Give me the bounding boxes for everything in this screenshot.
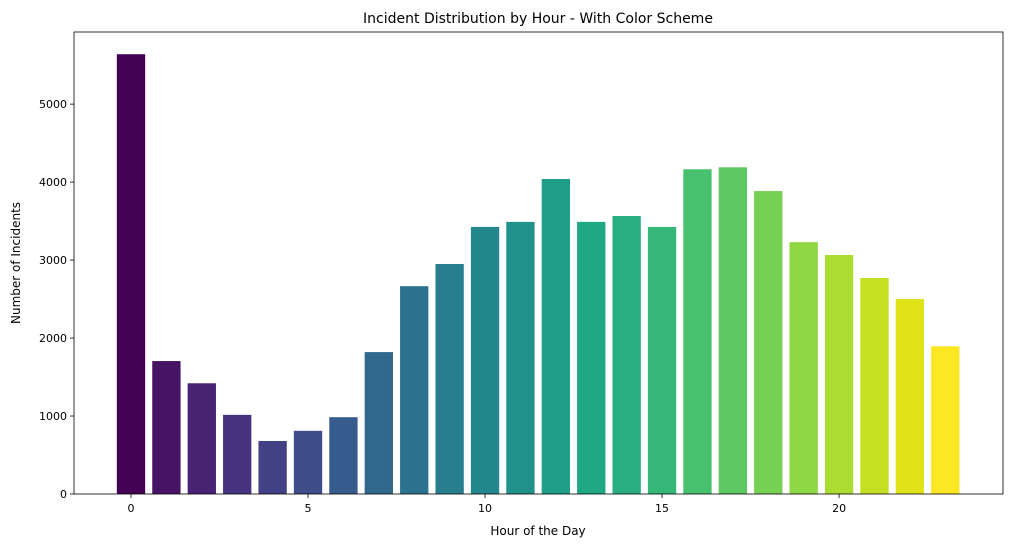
y-tick-label: 2000 — [39, 332, 67, 345]
bar-hour-17 — [718, 167, 748, 494]
bar-hour-0 — [116, 54, 146, 495]
bar-hour-19 — [789, 242, 818, 494]
y-tick-label: 3000 — [39, 254, 67, 267]
bar-hour-13 — [577, 221, 606, 494]
bar-hour-6 — [329, 417, 358, 494]
x-tick-label: 5 — [305, 502, 312, 515]
x-tick-label: 0 — [128, 502, 135, 515]
bar-hour-14 — [612, 216, 641, 494]
bar-hour-4 — [258, 440, 287, 494]
bar-hour-5 — [293, 430, 323, 494]
y-tick-label: 1000 — [39, 410, 67, 423]
x-tick-label: 15 — [655, 502, 669, 515]
y-tick-label: 4000 — [39, 176, 67, 189]
x-tick-label: 10 — [478, 502, 492, 515]
x-axis-label: Hour of the Day — [490, 524, 585, 538]
chart-title: Incident Distribution by Hour - With Col… — [363, 11, 713, 27]
bar-hour-8 — [400, 286, 429, 494]
bar-hour-16 — [683, 169, 712, 494]
bar-hour-22 — [895, 299, 925, 494]
y-tick-label: 5000 — [39, 98, 67, 111]
bar-hour-2 — [187, 383, 216, 494]
bar-hour-1 — [152, 361, 181, 494]
plot-frame — [73, 31, 1004, 495]
y-axis-label: Number of Incidents — [9, 202, 23, 324]
bar-hour-23 — [931, 346, 960, 494]
bar-hour-3 — [223, 414, 252, 494]
x-tick-label: 20 — [832, 502, 846, 515]
bar-hour-18 — [754, 191, 783, 494]
bar-hour-7 — [364, 352, 393, 494]
bar-hour-20 — [824, 255, 854, 494]
bar-hour-11 — [506, 221, 535, 494]
bar-hour-12 — [541, 178, 571, 494]
bar-hour-15 — [647, 226, 677, 494]
bar-hour-10 — [470, 226, 500, 494]
bar-hour-9 — [435, 263, 464, 494]
y-tick-label: 0 — [60, 488, 67, 501]
bar-hour-21 — [860, 278, 889, 494]
